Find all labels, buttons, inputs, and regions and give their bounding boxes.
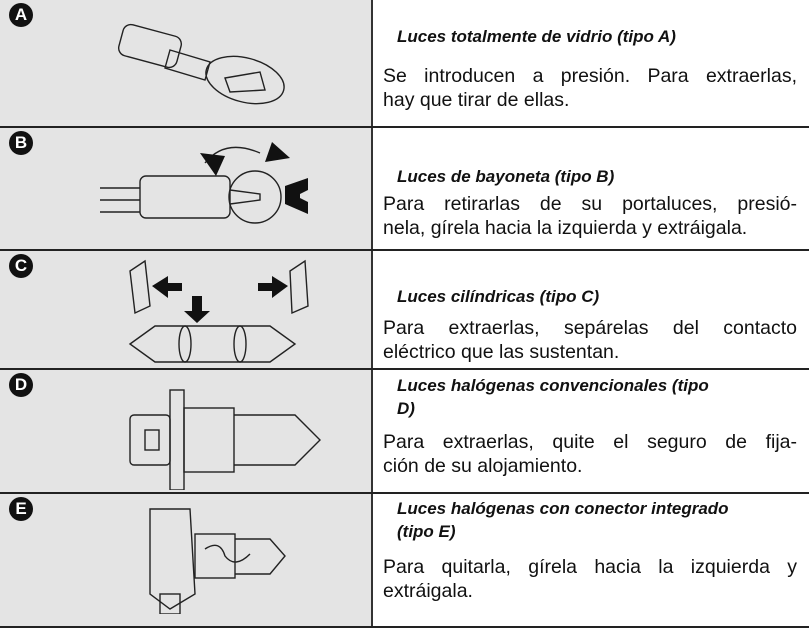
body-line: Para retirarlas de su portaluces, presió…: [383, 193, 797, 215]
letter-badge: C: [9, 254, 33, 278]
body-line: Para quitarla, gírela hacia la izquierda…: [383, 556, 797, 578]
letter-badge: A: [9, 3, 33, 27]
title-line: Luces cilíndricas (tipo C): [397, 287, 600, 306]
table-row: E Luces halógenas con conector integrado (…: [0, 494, 809, 628]
row-title: Luces cilíndricas (tipo C): [397, 285, 797, 308]
title-line: D): [397, 399, 415, 418]
letter-badge: B: [9, 131, 33, 155]
body-line: Para extraerlas, quite el seguro de fija…: [383, 431, 797, 453]
row-body: Para retirarlas de su portaluces, presió…: [383, 192, 797, 240]
title-line: Luces totalmente de vidrio (tipo A): [397, 27, 676, 46]
illustration-cell: A: [0, 0, 373, 126]
illustration-cell: E: [0, 494, 373, 626]
illustration: [100, 142, 308, 224]
illustration: [128, 259, 309, 363]
title-line: Luces halógenas convencionales (tipo: [397, 376, 709, 395]
row-body: Para extraerlas, sepárelas del contacto e…: [383, 316, 797, 364]
illustration-cell: B: [0, 128, 373, 249]
title-line: (tipo E): [397, 522, 456, 541]
illustration: [149, 508, 286, 614]
body-line: extráigala.: [383, 580, 473, 602]
row-title: Luces halógenas convencionales (tipo D): [397, 374, 797, 420]
title-line: Luces halógenas con conector integrado: [397, 499, 729, 518]
body-line: ción de su alojamiento.: [383, 455, 583, 477]
illustration: [129, 389, 321, 490]
row-body: Se introducen a presión. Para extraerlas…: [383, 64, 797, 112]
table-row: D Luces halógenas convencionales (tipo D) P…: [0, 370, 809, 494]
table-row: A Luces totalmente de vidrio (tipo A) Se i…: [0, 0, 809, 128]
row-body: Para extraerlas, quite el seguro de fija…: [383, 430, 797, 478]
body-line: Se introducen a presión. Para extraerlas…: [383, 65, 797, 87]
illustration-cell: D: [0, 370, 373, 492]
illustration: [117, 23, 285, 105]
table-row: C Luces cilíndricas (tipo C) Para extraerl…: [0, 251, 809, 370]
row-title: Luces totalmente de vidrio (tipo A): [397, 25, 797, 48]
row-title: Luces halógenas con conector integrado (t…: [397, 497, 797, 543]
body-line: eléctrico que las sustentan.: [383, 341, 620, 363]
row-body: Para quitarla, gírela hacia la izquierda…: [383, 555, 797, 603]
body-line: hay que tirar de ellas.: [383, 89, 570, 111]
table-row: B Luces de bayoneta (tipo B) Para retirarl…: [0, 128, 809, 251]
letter-badge: E: [9, 497, 33, 521]
body-line: nela, gírela hacia la izquierda y extrái…: [383, 217, 748, 239]
body-line: Para extraerlas, sepárelas del contacto: [383, 317, 797, 339]
title-line: Luces de bayoneta (tipo B): [397, 167, 615, 186]
row-title: Luces de bayoneta (tipo B): [397, 165, 797, 188]
illustration-cell: C: [0, 251, 373, 368]
letter-badge: D: [9, 373, 33, 397]
